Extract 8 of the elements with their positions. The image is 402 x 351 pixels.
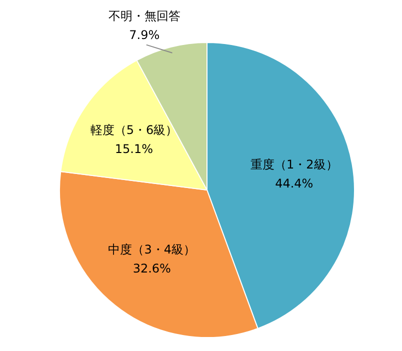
slice-label: 重度（1・2級） [250,158,338,172]
data-label: 32.6% [132,261,171,276]
slice-label: 中度（3・4級） [108,242,196,256]
slice-label: 軽度（5・6級） [90,123,178,138]
slice-label: 不明・無回答 [108,8,180,23]
data-label: 7.9% [129,28,160,42]
data-label: 44.4% [275,176,314,191]
data-label: 15.1% [114,142,154,156]
